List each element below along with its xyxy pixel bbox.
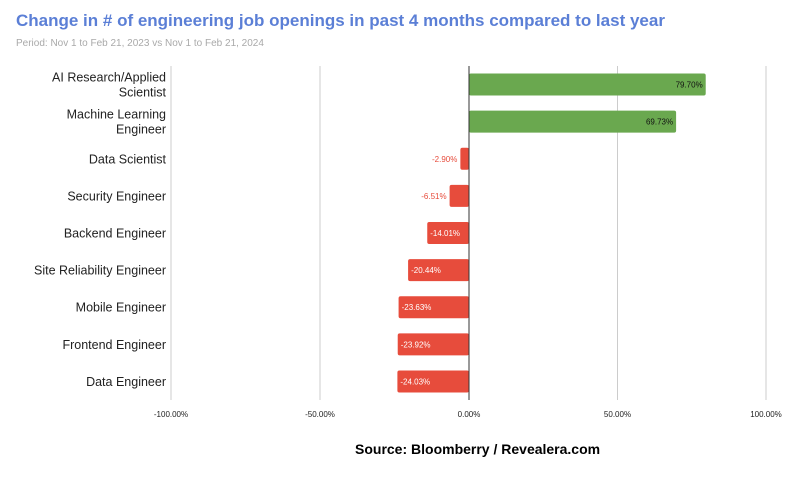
category-label: Data Engineer (86, 375, 166, 389)
data-label: -2.90% (432, 155, 457, 164)
data-label: -6.51% (421, 192, 446, 201)
chart-title: Change in # of engineering job openings … (16, 11, 665, 30)
bar (397, 333, 469, 356)
chart-subtitle: Period: Nov 1 to Feb 21, 2023 vs Nov 1 t… (16, 38, 264, 49)
category-label: Engineer (116, 123, 166, 137)
category-label: Data Scientist (89, 152, 167, 166)
data-label: -24.03% (400, 377, 430, 386)
data-label: -23.63% (402, 303, 432, 312)
x-tick-label: -100.00% (154, 410, 188, 419)
bar (427, 222, 469, 244)
category-label: Site Reliability Engineer (34, 264, 166, 278)
data-label: -20.44% (411, 266, 441, 275)
category-label: Backend Engineer (64, 227, 166, 241)
bar (398, 296, 469, 319)
data-label: -23.92% (401, 340, 431, 349)
category-label: Security Engineer (67, 189, 166, 203)
bar (449, 184, 469, 207)
bar (397, 370, 469, 393)
category-label: Frontend Engineer (62, 338, 166, 352)
x-tick-label: 50.00% (604, 410, 631, 419)
bar (408, 259, 469, 282)
x-tick-label: 100.00% (750, 410, 782, 419)
category-label: Mobile Engineer (76, 301, 166, 315)
category-label: AI Research/Applied (52, 71, 166, 85)
x-tick-label: 0.00% (458, 410, 481, 419)
data-label: 69.73% (646, 118, 673, 127)
bar (469, 73, 706, 96)
source-note: Source: Bloomberry / Revealera.com (355, 441, 601, 457)
data-label: 79.70% (676, 81, 703, 90)
data-label: -14.01% (430, 229, 460, 238)
bar (460, 147, 469, 170)
x-tick-label: -50.00% (305, 410, 335, 419)
bar (469, 110, 677, 133)
category-label: Scientist (119, 86, 167, 100)
category-label: Machine Learning (67, 108, 166, 122)
